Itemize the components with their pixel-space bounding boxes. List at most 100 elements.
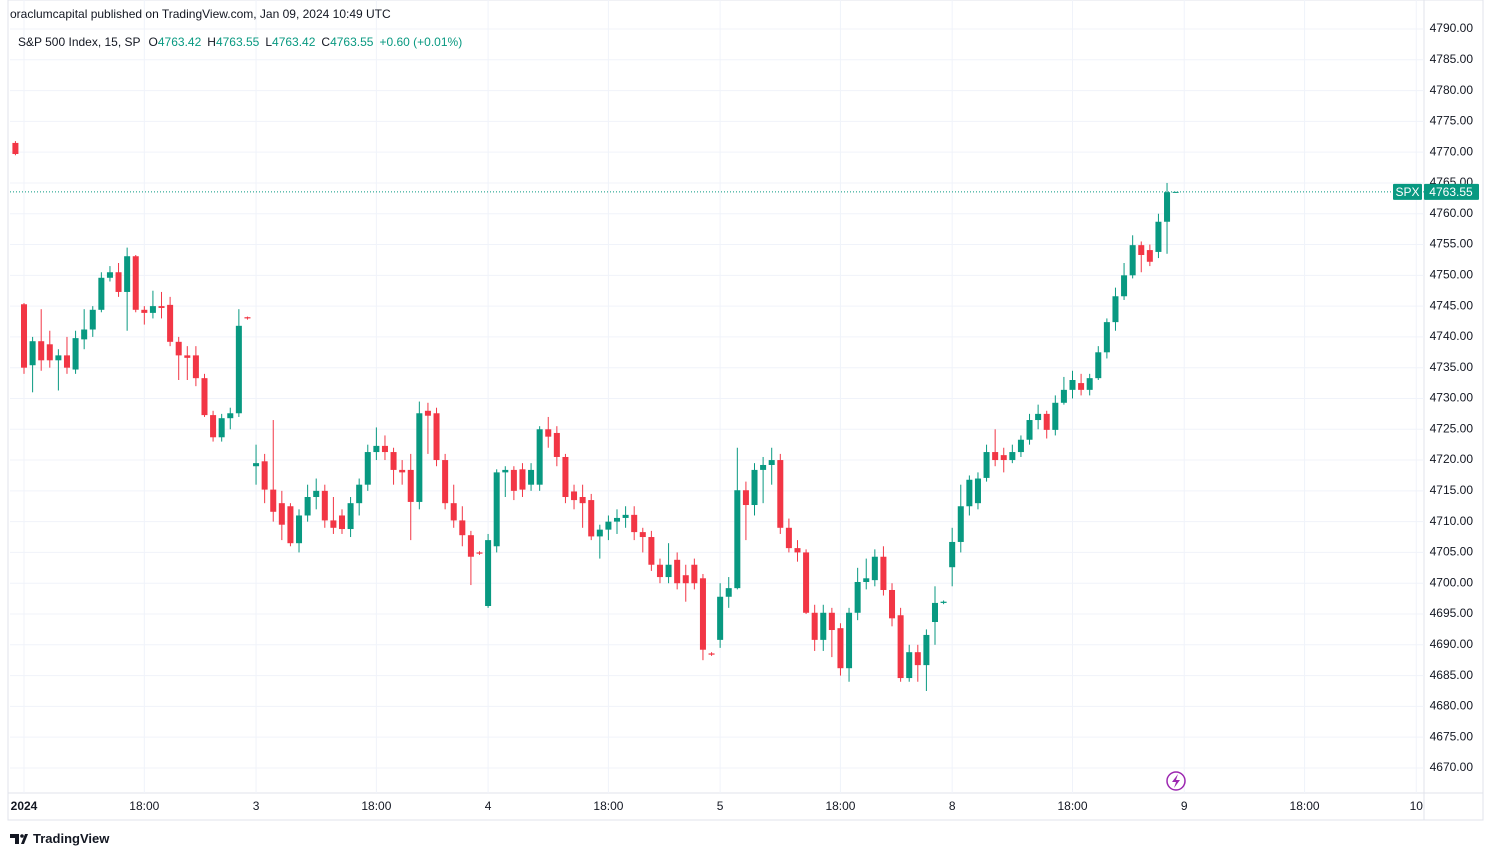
candle-body xyxy=(304,497,311,516)
candle-body xyxy=(106,272,113,278)
candle-body xyxy=(785,527,792,549)
y-tick-label: 4775.00 xyxy=(1430,114,1474,128)
y-tick-label: 4685.00 xyxy=(1430,668,1474,682)
candle-body xyxy=(957,506,964,542)
x-tick-label: 9 xyxy=(1181,799,1188,813)
candle-body xyxy=(1103,322,1110,353)
candle-body xyxy=(38,341,45,361)
candle-body xyxy=(768,460,775,465)
candle-body xyxy=(940,601,947,603)
candle-body xyxy=(1086,378,1093,390)
candle-body xyxy=(29,341,36,366)
candle-body xyxy=(897,615,904,679)
candle-body xyxy=(1052,402,1059,430)
candle-body xyxy=(407,469,414,502)
candle-body xyxy=(682,575,689,584)
candle-body xyxy=(201,378,208,416)
candle-body xyxy=(270,489,277,512)
candle-body xyxy=(974,478,981,504)
candle-body xyxy=(820,612,827,640)
candle-body xyxy=(639,532,646,538)
candle-body xyxy=(631,514,638,533)
candle-body xyxy=(1035,413,1042,421)
low-value: 4763.42 xyxy=(272,35,316,49)
y-tick-label: 4715.00 xyxy=(1430,483,1474,497)
candle-body xyxy=(364,452,371,485)
x-tick-label: 18:00 xyxy=(129,799,159,813)
candle-body xyxy=(89,309,96,330)
close-value: 4763.55 xyxy=(330,35,374,49)
candle-body xyxy=(914,652,921,666)
y-tick-label: 4695.00 xyxy=(1430,606,1474,620)
candle-body xyxy=(1009,452,1016,461)
candle-body xyxy=(562,456,569,498)
x-tick-label: 3 xyxy=(253,799,260,813)
change-value: +0.60 (+0.01%) xyxy=(379,35,463,49)
candle-body xyxy=(699,578,706,650)
candle-body xyxy=(923,634,930,666)
candle-body xyxy=(390,452,397,470)
candle-body xyxy=(330,520,337,528)
candle-body xyxy=(442,460,449,504)
candle-body xyxy=(691,564,698,584)
y-tick-label: 4705.00 xyxy=(1430,545,1474,559)
candle-body xyxy=(296,515,303,544)
candle-body xyxy=(72,338,79,370)
lightning-icon xyxy=(1166,771,1186,791)
candle-body xyxy=(184,355,191,358)
candle-body xyxy=(459,520,466,536)
candle-body xyxy=(210,415,217,438)
candle-body xyxy=(261,461,268,490)
candle-body xyxy=(227,413,234,419)
candle-body xyxy=(656,564,663,578)
candle-body xyxy=(175,341,182,356)
candle-body xyxy=(510,469,517,491)
candle-body xyxy=(742,490,749,506)
x-tick-label: 18:00 xyxy=(593,799,623,813)
x-tick-label: 5 xyxy=(717,799,724,813)
high-value: 4763.55 xyxy=(215,35,260,49)
candle-body xyxy=(98,277,105,310)
grid xyxy=(10,0,1424,793)
candle-body xyxy=(760,464,767,470)
candle-body xyxy=(725,588,732,597)
y-tick-label: 4780.00 xyxy=(1430,83,1474,97)
candle-body xyxy=(373,445,380,453)
candle-body xyxy=(588,500,595,537)
y-tick-label: 4790.00 xyxy=(1430,21,1474,35)
candle-body xyxy=(613,517,621,522)
candle-body xyxy=(141,309,148,313)
candle-body xyxy=(287,506,294,544)
candle-body xyxy=(596,529,603,537)
candle-body xyxy=(1060,389,1067,403)
candle-body xyxy=(605,521,612,530)
x-tick-label: 18:00 xyxy=(825,799,855,813)
candle-body xyxy=(149,306,156,313)
candle-body xyxy=(1129,245,1136,276)
candle-body xyxy=(880,556,887,590)
candle-body xyxy=(416,413,423,502)
candle-body xyxy=(1017,439,1024,453)
candle-body xyxy=(863,578,870,582)
candle-body xyxy=(81,329,88,340)
tv-logo xyxy=(10,834,28,844)
x-tick-label: 4 xyxy=(485,799,492,813)
x-tick-label: 8 xyxy=(949,799,956,813)
candle-body xyxy=(347,503,354,530)
candle-body xyxy=(536,429,543,485)
candle-body xyxy=(1078,383,1085,390)
y-tick-label: 4750.00 xyxy=(1430,267,1474,281)
candle-body xyxy=(1043,413,1050,430)
candle-body xyxy=(665,564,672,578)
x-tick-label: 10 xyxy=(1410,799,1424,813)
candle-body xyxy=(734,490,741,589)
y-tick-label: 4675.00 xyxy=(1430,729,1474,743)
candle-body xyxy=(21,304,28,368)
y-tick-label: 4680.00 xyxy=(1430,699,1474,713)
candle-body xyxy=(717,596,724,640)
y-tick-label: 4725.00 xyxy=(1430,421,1474,435)
y-tick-label: 4735.00 xyxy=(1430,360,1474,374)
candle-body xyxy=(433,413,440,461)
candle-body xyxy=(493,472,500,547)
